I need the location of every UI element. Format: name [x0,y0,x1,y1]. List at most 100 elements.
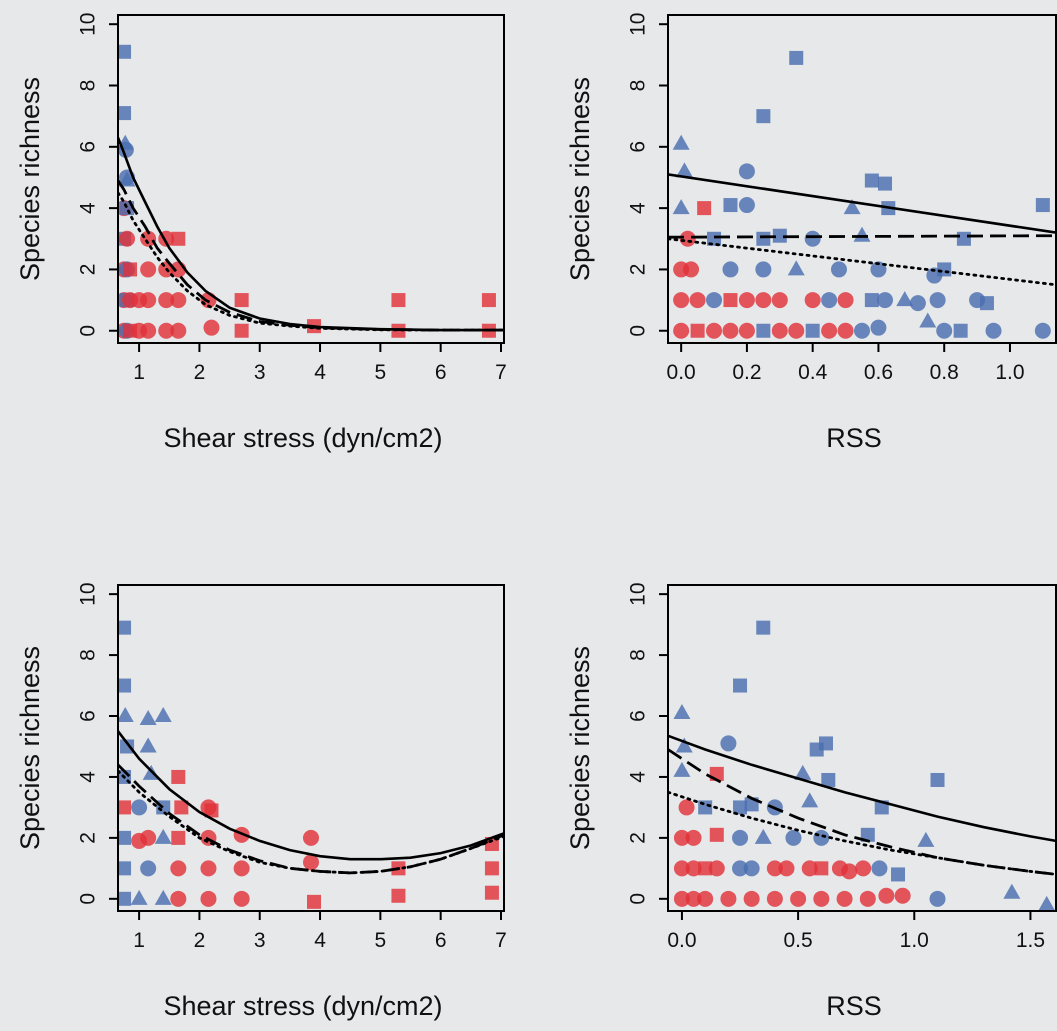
x-axis-title: RSS [826,423,882,453]
data-point [679,230,696,247]
data-point [870,319,887,336]
data-point [821,292,838,309]
fit-line-dotted [668,790,1056,876]
data-point [877,292,894,309]
y-tick-label: 6 [77,710,100,722]
data-point [118,800,132,815]
data-point [756,323,771,338]
data-point [391,888,406,903]
data-point [1035,198,1050,213]
y-tick-label: 10 [627,13,650,36]
x-tick-label: 7 [495,929,507,952]
data-point [804,292,821,309]
y-tick-label: 2 [627,832,650,844]
data-point [771,322,788,339]
y-tick-label: 6 [627,710,650,722]
plot-frame [117,14,505,344]
data-point [118,678,132,693]
x-tick-label: 0.2 [732,361,761,384]
data-point [171,830,186,845]
data-point [732,860,749,877]
data-point [139,710,157,726]
data-point [158,292,175,309]
x-tick-label: 7 [495,361,507,384]
fit-lines [118,730,504,875]
data-point [814,861,829,876]
data-point [985,322,1002,339]
data-point [790,890,807,907]
data-point [794,764,812,780]
data-point [929,292,946,309]
data-point [864,293,879,308]
x-tick-label: 0.6 [864,361,893,384]
data-point [821,772,836,787]
data-point [675,162,693,178]
data-point [778,860,795,877]
x-tick-label: 1.0 [900,929,929,952]
data-point [708,860,725,877]
data-point [689,292,706,309]
data-point [154,889,172,905]
data-point [683,261,700,278]
y-tick-label: 8 [77,649,100,661]
data-point [672,199,690,215]
fit-lines [118,137,504,332]
data-point [738,322,755,339]
x-tick-label: 0.0 [667,929,696,952]
data-point [307,894,322,909]
data-point [878,176,893,191]
data-point [484,836,499,851]
x-axis-title: Shear stress (dyn/cm2) [163,991,442,1021]
data-point [685,860,702,877]
data-point [481,293,496,308]
data-point [1038,895,1056,911]
x-tick-label: 3 [254,929,266,952]
data-point [909,295,926,312]
y-tick-label: 2 [627,264,650,276]
data-point [118,171,136,187]
data-point [733,800,748,815]
data-point [732,829,749,846]
data-point [855,860,872,877]
data-point [801,792,819,808]
data-point [131,799,148,816]
data-point [673,860,690,877]
data-point [673,703,691,719]
data-point [733,678,748,693]
data-point [821,322,838,339]
data-point [303,829,319,846]
data-point [917,831,935,847]
x-axis-title: Shear stress (dyn/cm2) [163,423,442,453]
data-point [118,861,132,876]
x-tick-label: 0.8 [930,361,959,384]
y-tick-label: 8 [627,649,650,661]
y-tick-label: 10 [77,582,100,605]
data-point [772,228,787,243]
data-point [697,890,714,907]
data-point [170,292,187,309]
data-point [690,323,705,338]
chart-panel-bottom-left: 1 2 3 4 5 6 7 0 2 4 6 8 10 Shear stress (dyn/cm2) Spec… [15,582,507,1021]
data-point [870,261,887,278]
y-axis-title: Species richness [565,646,595,850]
data-point [738,197,755,214]
plot-frame [117,584,505,912]
plot-frame [667,584,1057,912]
data-point [785,829,802,846]
data-point [140,261,157,278]
data-point [233,860,250,877]
data-points [118,44,496,339]
fit-lines [668,173,1056,287]
data-point [722,322,739,339]
data-point [860,827,875,842]
fit-line-dotted [118,769,504,875]
data-point [233,890,250,907]
data-point [891,867,906,882]
x-tick-label: 5 [375,361,387,384]
data-point [120,739,135,754]
data-point [743,860,760,877]
y-tick-label: 4 [627,771,650,783]
data-point [953,323,968,338]
data-point [722,261,739,278]
